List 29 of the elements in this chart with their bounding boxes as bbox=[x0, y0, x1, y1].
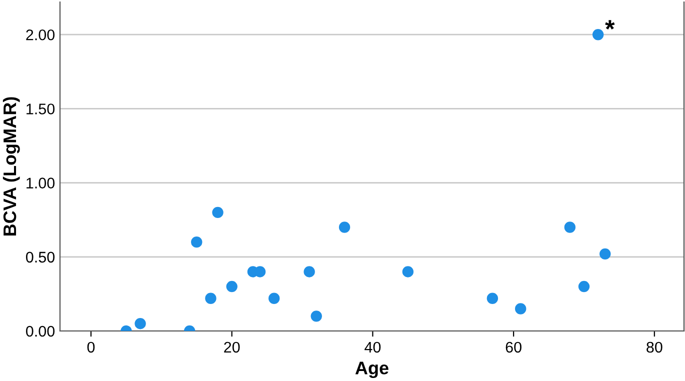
point bbox=[592, 29, 604, 40]
x-tick-label: 40 bbox=[364, 342, 381, 353]
point bbox=[578, 280, 590, 292]
point bbox=[310, 310, 322, 322]
point bbox=[564, 222, 576, 233]
y-axis-title: BCVA (LogMAR) bbox=[2, 97, 20, 236]
point bbox=[134, 318, 146, 330]
point bbox=[212, 206, 224, 218]
y-tick-label: 1.00 bbox=[26, 178, 55, 188]
point bbox=[338, 222, 350, 233]
point bbox=[304, 266, 315, 278]
annotation: * bbox=[605, 20, 615, 30]
point bbox=[515, 303, 526, 314]
y-tick-label: 1.50 bbox=[26, 104, 55, 114]
x-axis-title: Age bbox=[355, 362, 388, 378]
x-tick-label: 80 bbox=[646, 342, 662, 353]
point bbox=[191, 236, 202, 248]
point bbox=[486, 292, 498, 304]
x-tick-label: 60 bbox=[506, 342, 522, 353]
y-tick-label: 0.50 bbox=[26, 252, 55, 263]
point bbox=[268, 292, 280, 304]
point bbox=[226, 280, 238, 292]
point bbox=[600, 248, 611, 260]
y-tick-label: 2.00 bbox=[26, 29, 55, 40]
y-tick-label: 0.00 bbox=[26, 326, 55, 337]
x-tick-label: 20 bbox=[224, 342, 240, 353]
point bbox=[205, 292, 216, 304]
point bbox=[402, 266, 414, 278]
x-tick-label: 0 bbox=[87, 342, 95, 353]
